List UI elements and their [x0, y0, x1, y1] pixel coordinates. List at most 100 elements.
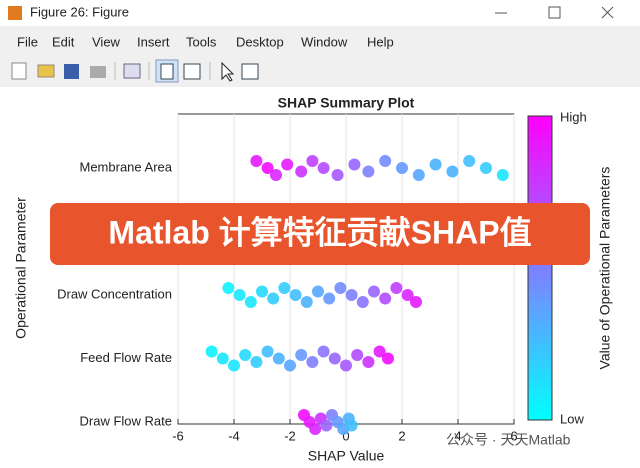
print-icon[interactable]: [90, 66, 106, 78]
x-tick-label: -6: [172, 428, 184, 443]
point: [496, 169, 509, 181]
point: [278, 282, 291, 294]
point: [410, 296, 422, 308]
point: [331, 169, 344, 181]
pointer-icon[interactable]: [221, 61, 235, 82]
maximize-button[interactable]: [548, 6, 561, 19]
x-tick-label: -4: [228, 428, 240, 443]
point: [345, 289, 358, 301]
banner: [50, 203, 590, 265]
menu-item[interactable]: Insert: [137, 34, 170, 49]
property-icon[interactable]: [241, 63, 259, 80]
point: [244, 296, 257, 308]
point: [233, 289, 246, 301]
point: [348, 158, 361, 171]
point: [312, 285, 324, 298]
point: [228, 359, 240, 372]
point: [256, 285, 268, 298]
open-icon[interactable]: [37, 64, 55, 78]
app-icon: [8, 6, 22, 20]
colorbar-low-label: Low: [560, 411, 584, 426]
menu-item[interactable]: View: [92, 34, 121, 49]
point: [379, 155, 392, 167]
legend-icon[interactable]: [183, 63, 201, 80]
x-axis-label: SHAP Value: [308, 448, 385, 464]
y-tick-label: Membrane Area: [80, 159, 173, 174]
point: [446, 165, 459, 178]
toolbar: [11, 59, 259, 83]
title-bar: [0, 0, 640, 26]
colorbar-label: Value of Operational Parameters: [597, 167, 613, 370]
colorbar-icon: [160, 63, 174, 80]
colorbar-high-label: High: [560, 109, 587, 124]
point: [362, 356, 375, 368]
menu-item[interactable]: File: [17, 34, 38, 49]
point: [390, 282, 403, 294]
point: [317, 345, 330, 358]
point: [295, 349, 308, 361]
y-tick-label: Feed Flow Rate: [80, 350, 172, 365]
menu-bar: File Edit View Insert Tools Desktop Window Help: [17, 34, 394, 49]
chart-title: SHAP Summary Plot: [278, 95, 415, 111]
point: [320, 419, 333, 432]
menu-item[interactable]: Help: [367, 34, 394, 49]
point: [250, 155, 263, 167]
point: [379, 292, 392, 305]
point: [382, 352, 394, 365]
point: [412, 169, 425, 181]
point: [317, 162, 330, 174]
point: [272, 352, 285, 365]
point: [216, 352, 229, 365]
point: [261, 345, 274, 358]
menu-item[interactable]: Tools: [186, 34, 217, 49]
point: [340, 359, 352, 372]
menu-item[interactable]: Edit: [52, 34, 75, 49]
point: [396, 162, 408, 174]
close-button[interactable]: [601, 6, 614, 19]
y-tick-label: Draw Concentration: [57, 286, 172, 301]
point: [289, 289, 302, 301]
point: [401, 289, 414, 301]
point: [480, 162, 492, 174]
point: [345, 419, 358, 432]
point: [261, 162, 274, 174]
point: [239, 349, 252, 361]
new-icon[interactable]: [11, 62, 27, 80]
banner-text: Matlab 计算特征贡献SHAP值: [108, 214, 531, 250]
point: [222, 282, 235, 294]
point: [362, 165, 375, 178]
point: [295, 165, 308, 178]
point: [328, 352, 341, 365]
point: [463, 155, 476, 167]
point: [270, 169, 282, 181]
colorbar: [527, 115, 553, 421]
watermark: 公众号 · 天天Matlab: [446, 432, 571, 448]
point: [356, 296, 369, 308]
point: [250, 356, 263, 368]
point: [309, 423, 322, 435]
y-axis-label: Operational Parameter: [13, 197, 29, 339]
point: [205, 345, 218, 358]
x-tick-label: 0: [342, 428, 349, 443]
point: [429, 158, 442, 171]
x-tick-label: 2: [398, 428, 405, 443]
menu-item[interactable]: Window: [301, 34, 348, 49]
link-icon[interactable]: [123, 63, 141, 79]
point: [284, 359, 296, 372]
point: [300, 296, 313, 308]
point: [351, 349, 364, 361]
point: [306, 155, 319, 167]
menu-item[interactable]: Desktop: [236, 34, 284, 49]
save-icon[interactable]: [64, 64, 79, 79]
y-tick-label: Draw Flow Rate: [80, 413, 172, 428]
point: [267, 292, 280, 305]
window-title: Figure 26: Figure: [30, 4, 129, 19]
point: [323, 292, 336, 305]
point: [334, 282, 347, 294]
x-tick-label: 4: [454, 428, 461, 443]
point: [373, 345, 386, 358]
point: [368, 285, 380, 298]
x-tick-label: 6: [510, 428, 517, 443]
